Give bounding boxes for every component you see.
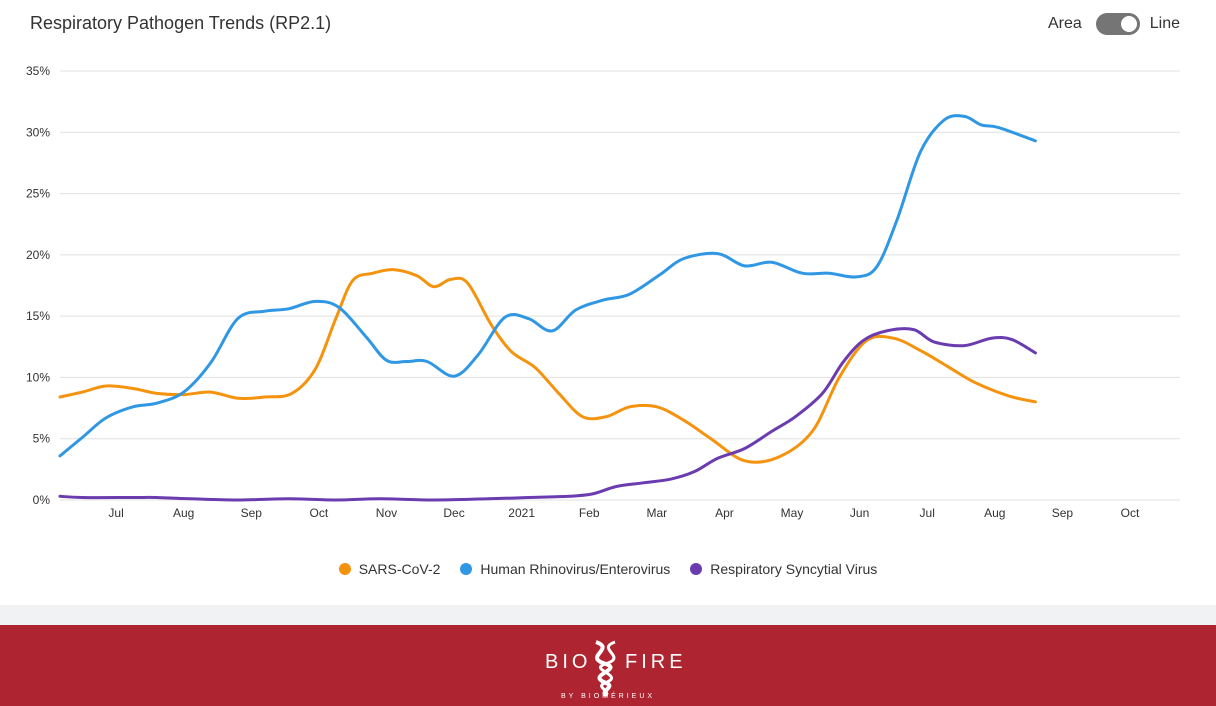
legend-item[interactable]: SARS-CoV-2 xyxy=(338,561,441,577)
x-tick-label: 2021 xyxy=(508,506,535,520)
x-axis-ticks: Jul Aug Sep Oct Nov Dec 2021 Feb Mar Apr May Jun Jul… xyxy=(108,506,1140,520)
x-tick-label: Feb xyxy=(579,506,600,520)
legend-label: SARS-CoV-2 xyxy=(358,561,441,577)
x-tick-label: Dec xyxy=(443,506,464,520)
y-tick-label: 5% xyxy=(33,432,51,446)
chart-card: Respiratory Pathogen Trends (RP2.1) Area… xyxy=(0,13,1216,577)
series-line-sars-cov-2[interactable] xyxy=(58,268,1037,464)
chart-legend: SARS-CoV-2 Human Rhinovirus/Enterovirus Re… xyxy=(0,561,1216,577)
x-tick-label: Nov xyxy=(376,506,397,520)
y-tick-label: 10% xyxy=(26,370,50,384)
logo-subtext: BY BIOMÉRIEUX xyxy=(561,691,655,700)
x-tick-label: Oct xyxy=(310,506,329,520)
chart-title: Respiratory Pathogen Trends (RP2.1) xyxy=(30,13,332,33)
logo-helix-a xyxy=(595,640,613,697)
toggle-knob xyxy=(1120,16,1137,32)
x-tick-label: May xyxy=(781,506,804,520)
x-tick-label: Sep xyxy=(241,506,263,520)
x-tick-label: Jun xyxy=(850,506,869,520)
y-tick-label: 30% xyxy=(26,125,50,139)
logo-helix-b xyxy=(599,640,616,697)
series-line-respiratory-syncytial-virus[interactable] xyxy=(58,327,1037,502)
logo-text-left: BIO xyxy=(545,651,591,673)
y-tick-label: 35% xyxy=(26,64,50,78)
biofire-logo-mark: BIO FIRE BY BIOMÉRIEUX xyxy=(545,640,683,700)
x-tick-label: Aug xyxy=(984,506,1005,520)
x-tick-label: Aug xyxy=(173,506,194,520)
x-tick-label: Jul xyxy=(920,506,935,520)
legend-dot xyxy=(460,563,473,575)
toggle-label-line[interactable]: Line xyxy=(1149,15,1180,32)
area-line-toggle[interactable] xyxy=(1095,13,1140,35)
x-tick-label: Apr xyxy=(715,506,734,520)
legend-dot xyxy=(690,563,703,575)
grid-lines xyxy=(60,70,1180,501)
y-axis-ticks: 0% 5% 10% 15% 20% 25% 30% 35% xyxy=(26,64,50,507)
legend-label: Respiratory Syncytial Virus xyxy=(710,561,878,577)
biofire-logo: BIO FIRE BY BIOMÉRIEUX xyxy=(0,637,1216,706)
logo-text-right: FIRE xyxy=(625,651,683,673)
x-tick-label: Sep xyxy=(1052,506,1074,520)
legend-dot xyxy=(338,563,351,575)
x-tick-label: Mar xyxy=(647,506,668,520)
legend-label: Human Rhinovirus/Enterovirus xyxy=(480,561,671,577)
toggle-label-area[interactable]: Area xyxy=(1047,15,1082,32)
legend-item[interactable]: Human Rhinovirus/Enterovirus xyxy=(460,561,670,577)
series-line-human-rhinovirus-enterovirus[interactable] xyxy=(58,114,1037,458)
series-lines xyxy=(58,114,1037,502)
chart-type-toggle-group: Area Line xyxy=(1048,13,1180,35)
y-tick-label: 0% xyxy=(33,493,51,507)
x-tick-label: Jul xyxy=(108,506,123,520)
section-divider xyxy=(0,605,1216,625)
y-tick-label: 15% xyxy=(26,309,50,323)
x-tick-label: Oct xyxy=(1121,506,1140,520)
y-tick-label: 25% xyxy=(26,187,50,201)
legend-item[interactable]: Respiratory Syncytial Virus xyxy=(690,561,877,577)
line-chart: 0% 5% 10% 15% 20% 25% 30% 35% Jul Aug Sep Oct Nov De… xyxy=(26,64,1180,520)
y-tick-label: 20% xyxy=(26,248,50,262)
